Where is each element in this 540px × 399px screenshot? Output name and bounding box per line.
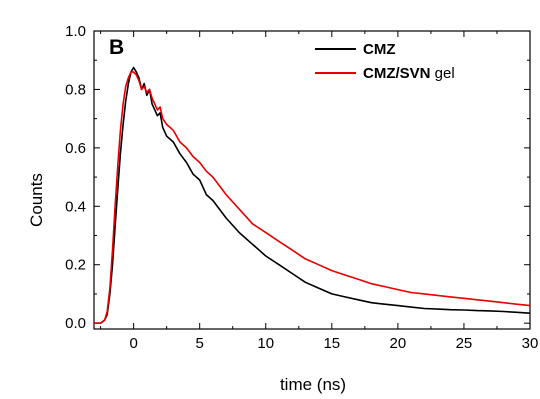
plot-frame: [93, 30, 531, 330]
legend: CMZ CMZ/SVN gel: [315, 41, 455, 82]
x-tick-label: 25: [456, 335, 473, 352]
y-tick-label: 1.0: [65, 23, 86, 40]
plot-border: [93, 30, 531, 330]
panel-label: B: [109, 36, 124, 59]
x-tick-label: 30: [522, 335, 539, 352]
x-tick-label: 20: [390, 335, 407, 352]
x-tick-label: 5: [196, 335, 204, 352]
y-tick-label: 0.8: [65, 81, 86, 98]
y-tick-label: 0.4: [65, 198, 86, 215]
legend-label-rest: gel: [431, 65, 455, 82]
legend-label-bold: CMZ: [363, 41, 396, 58]
legend-label: CMZ: [363, 41, 396, 58]
y-tick-label: 0.6: [65, 140, 86, 157]
series-line-cmz-svn-gel: [94, 71, 531, 325]
axis-ticks: [94, 30, 531, 329]
y-tick-label: 0.2: [65, 257, 86, 274]
legend-label-bold: CMZ/SVN: [363, 65, 431, 82]
x-tick-label: 10: [257, 335, 274, 352]
y-axis-title: Counts: [27, 173, 46, 227]
series-lines: [94, 66, 531, 325]
x-tick-label: 0: [129, 335, 137, 352]
axis-tick-labels: 0 5 10 15 20 25 30 0.0 0.2 0.4 0.6 0.8 1.0: [65, 23, 538, 352]
y-tick-label: 0.0: [65, 315, 86, 332]
legend-label: CMZ/SVN gel: [363, 65, 455, 82]
x-axis-title: time (ns): [280, 375, 346, 394]
series-line-cmz: [94, 66, 531, 325]
x-tick-label: 15: [323, 335, 340, 352]
